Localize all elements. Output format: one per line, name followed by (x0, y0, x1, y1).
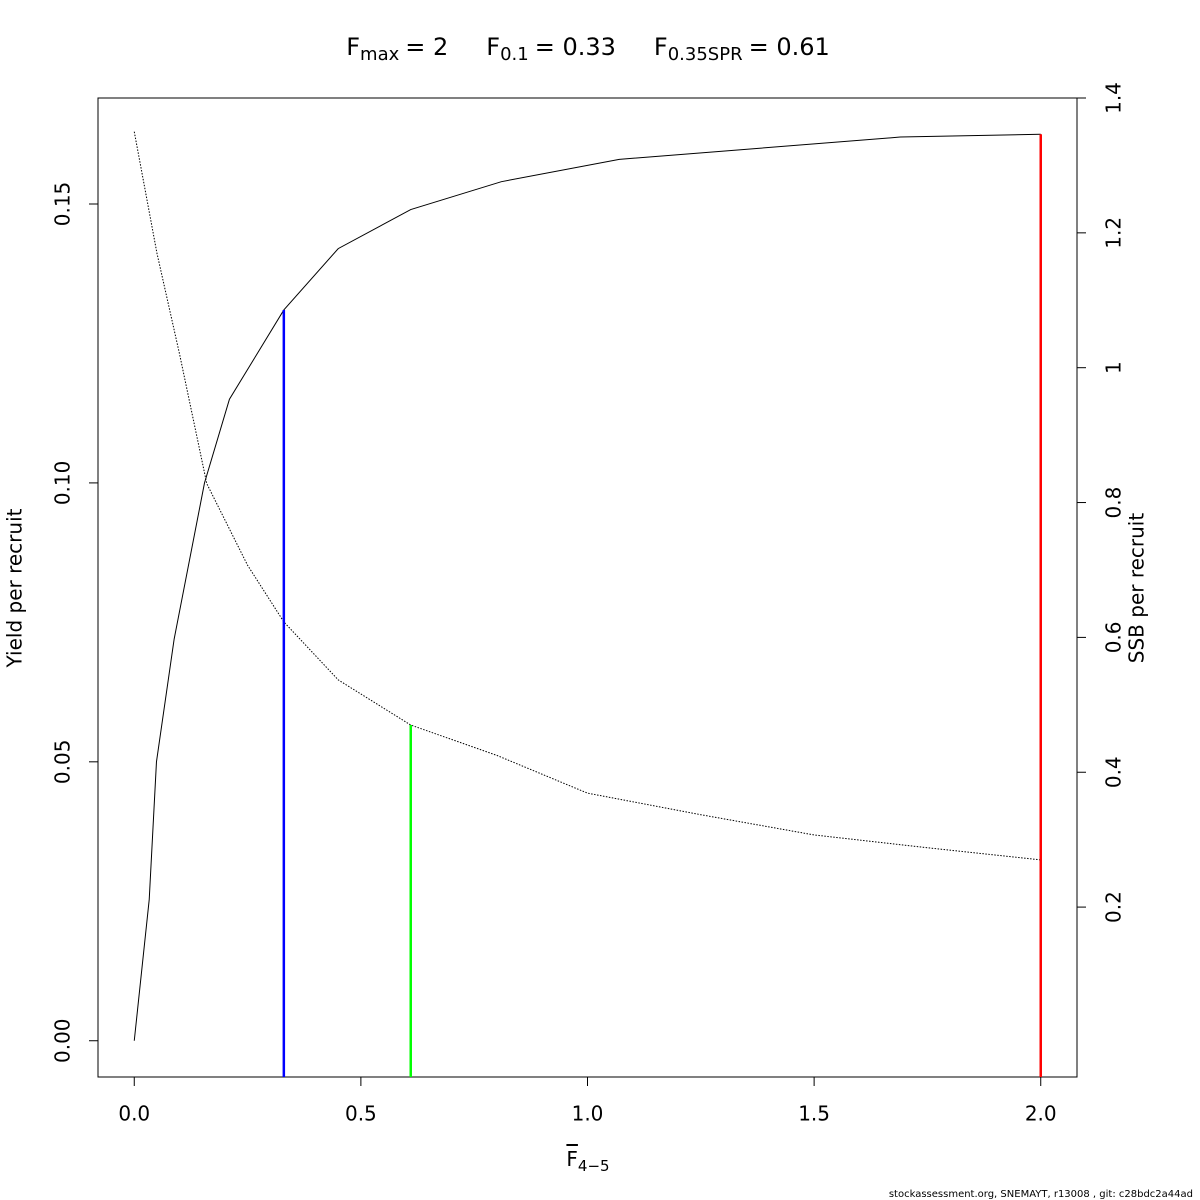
title-value: = 2 (405, 33, 448, 61)
y-tick-label: 0.05 (51, 740, 75, 785)
title-subscript: 0.35SPR (668, 44, 743, 65)
x-tick-label: 0.0 (118, 1102, 150, 1126)
y2-tick-label: 1 (1102, 361, 1126, 374)
y2-tick-label: 0.6 (1102, 621, 1126, 653)
title-symbol: F (346, 33, 360, 61)
y2-tick-label: 1.4 (1102, 82, 1126, 114)
plot-frame (97, 97, 1078, 1078)
title-symbol: F (486, 33, 500, 61)
title-symbol: F (654, 33, 668, 61)
x-tick-label: 1.5 (798, 1102, 830, 1126)
y-axis-label: Yield per recruit (3, 508, 27, 668)
y2-tick-label: 1.2 (1102, 217, 1126, 249)
y2-tick-label: 0.4 (1102, 756, 1126, 788)
x-label-symbol: F (566, 1147, 578, 1171)
series-line (133, 133, 1041, 1041)
y-tick-label: 0.10 (51, 461, 75, 506)
x-label-subscript: 4−5 (578, 1157, 610, 1175)
title-value: = 0.33 (535, 33, 616, 61)
y-tick-label: 0.00 (51, 1018, 75, 1063)
x-axis-label: F4−5 (566, 1147, 609, 1175)
x-tick-label: 2.0 (1025, 1102, 1057, 1126)
title-subscript: 0.1 (500, 44, 529, 65)
chart-title: Fmax = 2 F0.1 = 0.33 F0.35SPR = 0.61 (346, 33, 830, 65)
y2-tick-label: 0.2 (1102, 891, 1126, 923)
footer: stockassessment.org, SNEMAYT, r13008 , g… (889, 1189, 1193, 1200)
title-subscript: max (360, 44, 400, 65)
y2-axis-label: SSB per recruit (1125, 513, 1149, 664)
x-tick-label: 1.0 (572, 1102, 604, 1126)
x-tick-label: 0.5 (345, 1102, 377, 1126)
series-line (133, 131, 1041, 861)
y-tick-label: 0.15 (51, 182, 75, 227)
y2-tick-label: 0.8 (1102, 487, 1126, 519)
title-value: = 0.61 (749, 33, 830, 61)
